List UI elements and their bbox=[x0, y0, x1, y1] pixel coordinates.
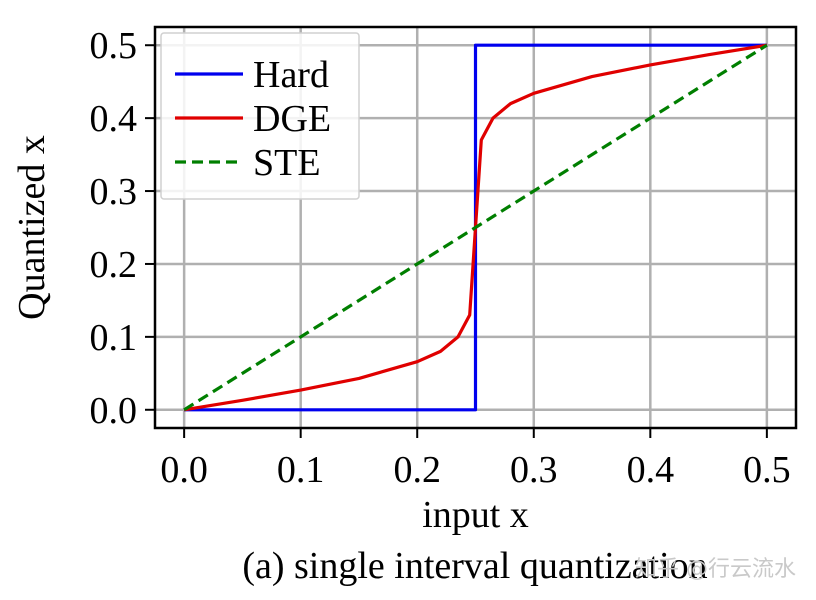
legend-label-dge: DGE bbox=[253, 98, 331, 140]
y-tick-label: 0.0 bbox=[90, 390, 138, 432]
x-tick-label: 0.1 bbox=[277, 449, 325, 491]
figure-caption: (a) single interval quantization bbox=[242, 545, 707, 587]
legend-label-hard: Hard bbox=[253, 54, 329, 96]
x-tick-label: 0.4 bbox=[627, 449, 675, 491]
y-tick-label: 0.1 bbox=[90, 317, 138, 359]
y-tick-label: 0.4 bbox=[90, 98, 138, 140]
watermark-text: 知乎 @行云流水 bbox=[635, 557, 796, 582]
x-tick-label: 0.2 bbox=[393, 449, 441, 491]
y-tick-label: 0.3 bbox=[90, 171, 138, 213]
x-tick-label: 0.3 bbox=[510, 449, 558, 491]
x-tick-label: 0.0 bbox=[160, 449, 208, 491]
legend-label-ste: STE bbox=[253, 142, 321, 184]
series-lines bbox=[183, 43, 768, 412]
plot-frame bbox=[153, 25, 798, 430]
y-tick-label: 0.5 bbox=[90, 25, 138, 67]
y-axis-label: Quantized x bbox=[11, 135, 53, 320]
y-tick-label: 0.2 bbox=[90, 244, 138, 286]
axis-ticks: 0.0 0.1 0.2 0.3 0.4 0.5 0.0 0.1 0.2 0.3 0.4 0.5 bbox=[90, 25, 791, 491]
x-axis-label: input x bbox=[422, 494, 529, 536]
series-line-ste bbox=[183, 43, 768, 412]
x-tick-label: 0.5 bbox=[743, 449, 791, 491]
